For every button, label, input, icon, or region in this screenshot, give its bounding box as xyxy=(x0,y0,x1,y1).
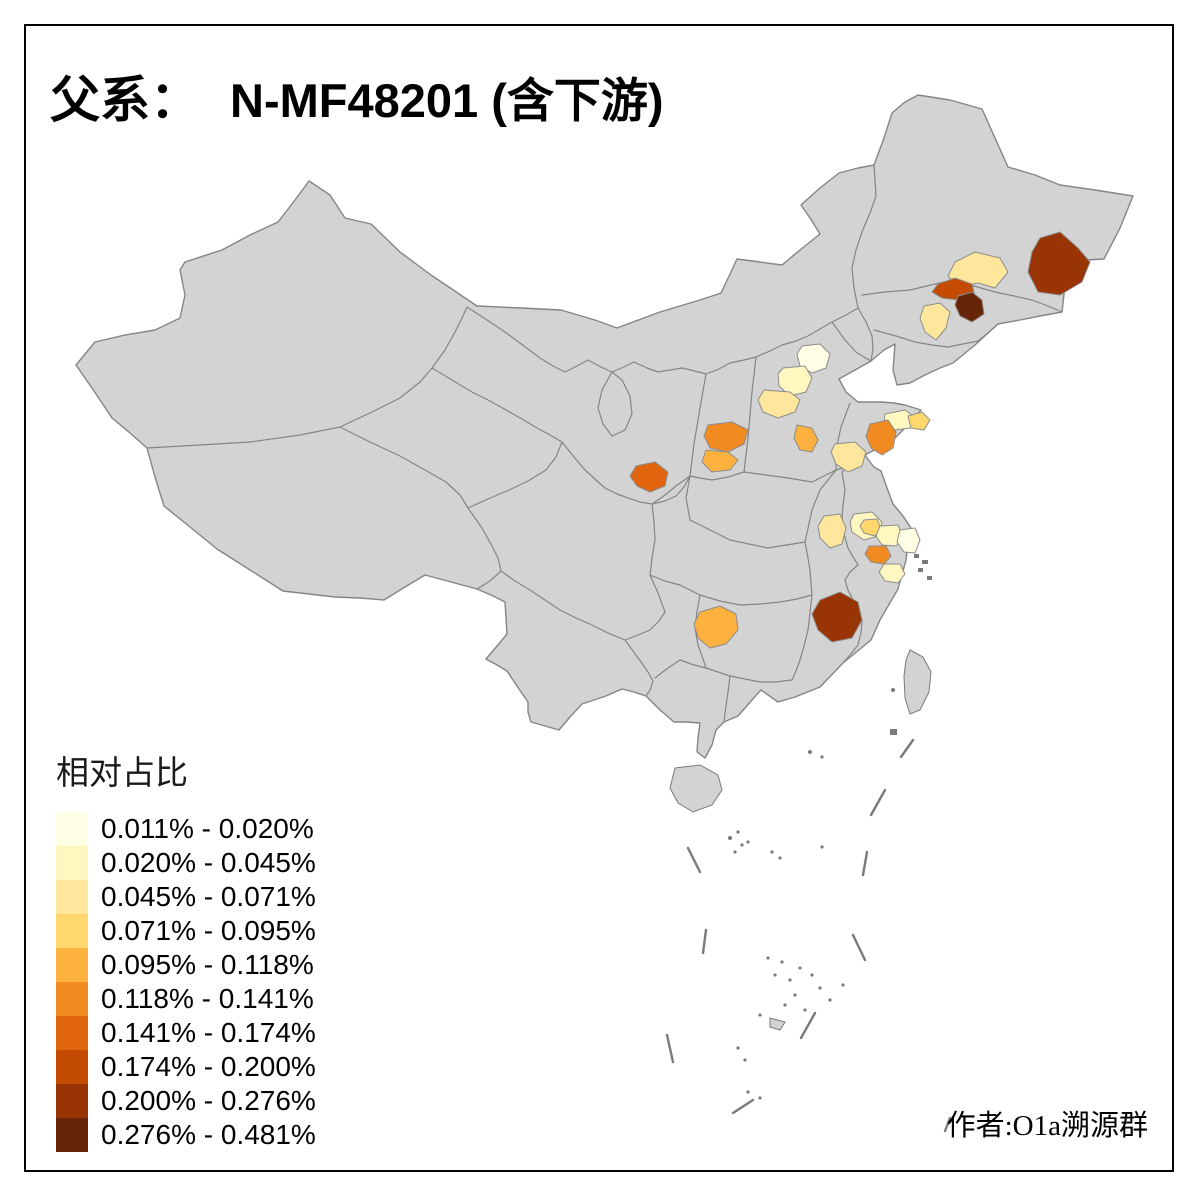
region-hebei-west xyxy=(757,389,801,419)
region-hebei-south xyxy=(793,424,819,453)
legend-label: 0.011% - 0.020% xyxy=(101,813,314,844)
title-latin-part: N-MF48201 (含下游) xyxy=(230,74,664,127)
region-jiangsu-coast-cream xyxy=(896,527,921,554)
legend-row: 0.095% - 0.118% xyxy=(56,948,316,982)
legend-row: 0.174% - 0.200% xyxy=(56,1050,316,1084)
legend-row: 0.118% - 0.141% xyxy=(56,982,316,1016)
region-fujian-northwest xyxy=(811,591,863,643)
region-jiangsu-east-pale xyxy=(875,524,904,547)
region-shanxi-south-upper xyxy=(703,421,749,453)
legend-title: 相对占比 xyxy=(56,756,188,792)
plot-frame xyxy=(24,24,1174,1172)
legend-label: 0.095% - 0.118% xyxy=(101,949,314,980)
legend-swatch xyxy=(56,948,88,982)
region-northeast-heilongjiang-east xyxy=(1027,231,1091,296)
legend-swatch xyxy=(56,846,88,880)
legend-row: 0.141% - 0.174% xyxy=(56,1016,316,1050)
islands xyxy=(669,554,932,1031)
title-cjk-part: 父系： xyxy=(50,72,200,128)
taiwan-island xyxy=(903,649,932,715)
plot-title: 父系： N-MF48201 (含下游) xyxy=(50,60,664,132)
legend-swatch xyxy=(56,1084,88,1118)
legend-swatch xyxy=(56,914,88,948)
legend-swatch xyxy=(56,1016,88,1050)
region-shaanxi-central xyxy=(629,461,669,493)
legend-label: 0.141% - 0.174% xyxy=(101,1017,316,1048)
choropleth-regions xyxy=(629,231,1091,649)
legend-swatch xyxy=(56,1118,88,1152)
legend-label: 0.174% - 0.200% xyxy=(101,1051,316,1082)
legend-label: 0.276% - 0.481% xyxy=(101,1119,316,1150)
nine-dash-line xyxy=(665,738,952,1133)
legend-row: 0.071% - 0.095% xyxy=(56,914,316,948)
legend-label: 0.020% - 0.045% xyxy=(101,847,316,878)
region-jiangsu-central-mid xyxy=(859,518,882,537)
legend-swatch xyxy=(56,982,88,1016)
region-jiangsu-northwest-pale xyxy=(817,513,847,549)
map-legend: 相对占比 0.011% - 0.020% 0.020% - 0.045% 0.045… xyxy=(56,746,316,1152)
spratly-islet xyxy=(769,1017,786,1031)
region-northeast-liaoning-pale xyxy=(919,302,951,341)
legend-row: 0.011% - 0.020% xyxy=(56,812,316,846)
region-shandong-center-orange xyxy=(865,419,897,456)
legend-rows: 0.011% - 0.020% 0.020% - 0.045% 0.045% - 0… xyxy=(56,812,316,1152)
region-northeast-jilin-dark xyxy=(954,291,985,323)
legend-row: 0.020% - 0.045% xyxy=(56,846,316,880)
legend-label: 0.200% - 0.276% xyxy=(101,1085,316,1116)
region-hebei-northwest xyxy=(777,365,813,397)
hainan-island xyxy=(669,764,723,813)
region-shandong-east-light-orange xyxy=(907,411,931,431)
legend-label: 0.045% - 0.071% xyxy=(101,881,316,912)
sea-islets xyxy=(728,688,895,1100)
region-shandong-west-pale xyxy=(830,441,867,473)
legend-swatch xyxy=(56,812,88,846)
legend-row: 0.276% - 0.481% xyxy=(56,1118,316,1152)
region-hunan-west xyxy=(693,605,739,649)
attribution-text: 作者:O1a溯源群 xyxy=(946,1110,1148,1142)
legend-row: 0.045% - 0.071% xyxy=(56,880,316,914)
legend-swatch xyxy=(56,1050,88,1084)
legend-label: 0.071% - 0.095% xyxy=(101,915,316,946)
region-shanxi-south-lower xyxy=(701,449,739,473)
legend-row: 0.200% - 0.276% xyxy=(56,1084,316,1118)
legend-swatch xyxy=(56,880,88,914)
region-zhejiang-north-pale xyxy=(878,563,906,584)
legend-label: 0.118% - 0.141% xyxy=(101,983,314,1014)
